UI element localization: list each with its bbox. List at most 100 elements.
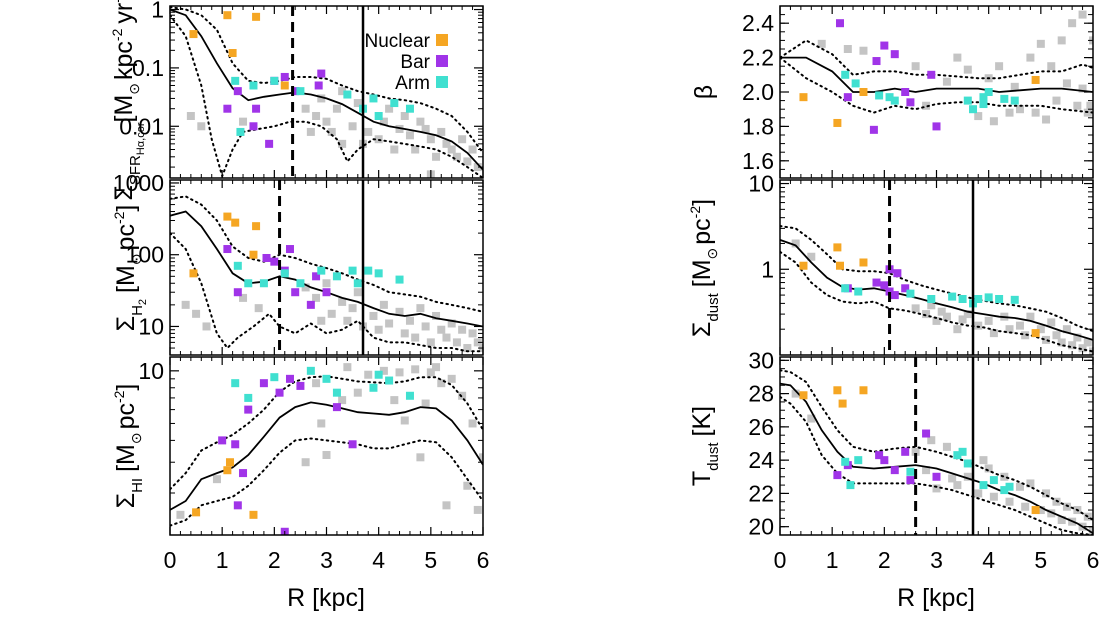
h2-grey-point-26 [442,333,451,342]
beta-ytick-label-3: 2.2 [742,45,774,71]
svg-text:ΣSFRHα,cor[M⊙kpc-2yr-1]: ΣSFRHα,cor[M⊙kpc-2yr-1] [109,0,147,201]
sfr-grey-point-34 [338,87,347,96]
hi-grey-point-13 [458,391,467,400]
beta-nuclear-point-3 [1031,75,1040,84]
dust-arm-point-5 [958,295,967,304]
sfr-grey-point-31 [385,104,394,113]
dust-frame [779,179,1094,356]
h2-grey-point-35 [353,288,362,297]
dust-grey-point-13 [1015,321,1024,330]
tdust-ytick-label-0: 20 [748,514,774,540]
tdust-xtick-label-5: 5 [1034,547,1047,573]
sfr-grey-point-10 [353,99,362,108]
x-axis-label-left: R [kpc] [287,584,365,612]
dust-grey-point-28 [937,307,946,316]
h2-grey-point-19 [405,316,414,325]
y-label-h2-sigma: Σ [112,316,140,331]
h2-nuclear-point-3 [252,222,261,231]
h2-grey-point-20 [411,333,420,342]
tdust-bar-point-1 [875,451,884,460]
tdust-frame [779,356,1094,536]
hi-arm-point-8 [405,391,414,400]
tdust-bar-point-3 [890,466,899,475]
h2-grey-point-5 [301,283,310,292]
tdust-grey-point-29 [979,456,988,465]
tdust-arm-point-8 [1005,482,1014,491]
tdust-xtick-label-1: 1 [826,547,839,573]
y-label-tdust-sub: dust [705,442,722,471]
dust-upper-percentile-line [780,225,1093,333]
dust-grey-point-8 [974,321,983,330]
dust-grey-point-15 [1026,312,1035,321]
hi-bar-point-9 [239,469,248,478]
h2-grey-point-22 [421,322,430,331]
y-label-hi-units-rest: pc [112,403,140,429]
hi-arm-point-6 [369,383,378,392]
sfr-bar-point-7 [249,122,258,131]
tdust-xtick-label-2: 2 [878,547,891,573]
sun-symbol: ⊙ [704,248,720,260]
y-label-h2-units-rest: pc [112,224,140,250]
h2-bar-point-4 [291,288,300,297]
sfr-ytick-label-2: 1 [151,0,164,23]
hi-grey-point-8 [395,368,404,377]
beta-grey-point-27 [1042,115,1051,124]
tdust-grey-point-3 [922,466,931,475]
beta-arm-point-1 [851,79,860,88]
legend-swatch-nuclear [436,34,448,46]
hi-arm-point-3 [306,366,315,375]
beta-grey-point-9 [1015,105,1024,114]
sfr-grey-point-5 [322,117,331,126]
tdust-arm-point-2 [854,456,863,465]
h2-grey-point-29 [458,325,467,334]
beta-grey-point-17 [1073,101,1082,110]
h2-grey-point-28 [452,338,461,347]
y-label-sfr-units-rest: kpc [110,41,138,80]
beta-grey-point-1 [843,45,852,53]
sfr-nuclear-point-2 [228,49,237,58]
sfr-arm-point-8 [405,104,414,113]
hi-grey-point-15 [479,453,483,462]
beta-bar-point-2 [869,125,878,134]
h2-arm-point-11 [353,279,362,288]
dust-grey-point-27 [927,301,936,310]
tdust-bar-point-8 [833,471,842,480]
hi-arm-point-5 [332,388,341,397]
sfr-arm-point-0 [231,76,240,85]
tdust-grey-point-27 [927,436,936,445]
h2-grey-point-9 [338,297,347,306]
svg-text:β: β [690,85,718,99]
hi-grey-point-19 [432,363,441,372]
tdust-nuclear-point-2 [838,399,847,408]
tdust-xtick-label-4: 4 [982,547,995,573]
h2-ytick-label-1: 100 [126,242,164,268]
h2-grey-point-2 [202,322,211,331]
h2-ytick-label-2: 1000 [113,170,164,196]
legend-label-bar: Bar [400,52,430,73]
sfr-grey-point-25 [458,135,467,144]
y-label-tdust-t: T [688,471,716,486]
y-label-sfr-sigma: Σ [110,185,138,200]
sfr-bar-point-8 [265,139,274,148]
tdust-grey-point-14 [1021,502,1030,511]
hi-grey-point-4 [338,396,347,405]
dust-grey-point-6 [953,325,962,334]
beta-grey-point-29 [1086,101,1093,110]
sfr-upper-percentile-line [170,6,483,154]
sfr-grey-point-30 [400,112,409,121]
hi-grey-point-2 [301,458,310,467]
hi-grey-point-10 [426,368,435,377]
beta-nuclear-point-1 [833,118,842,127]
beta-grey-point-16 [1068,19,1077,28]
beta-grey-point-2 [859,46,868,55]
dust-arm-point-2 [906,289,915,298]
hi-bar-point-0 [218,436,227,445]
h2-grey-point-3 [239,293,248,302]
hi-grey-point-16 [421,399,430,408]
sfr-ytick-label-1: 0.1 [132,55,164,81]
tdust-grey-point-17 [1042,489,1051,498]
y-label-sfr-sub: SFR [127,155,144,185]
hi-xtick-label-5: 5 [424,547,437,573]
tdust-grey-point-0 [791,389,800,398]
hi-arm-point-9 [374,370,383,379]
